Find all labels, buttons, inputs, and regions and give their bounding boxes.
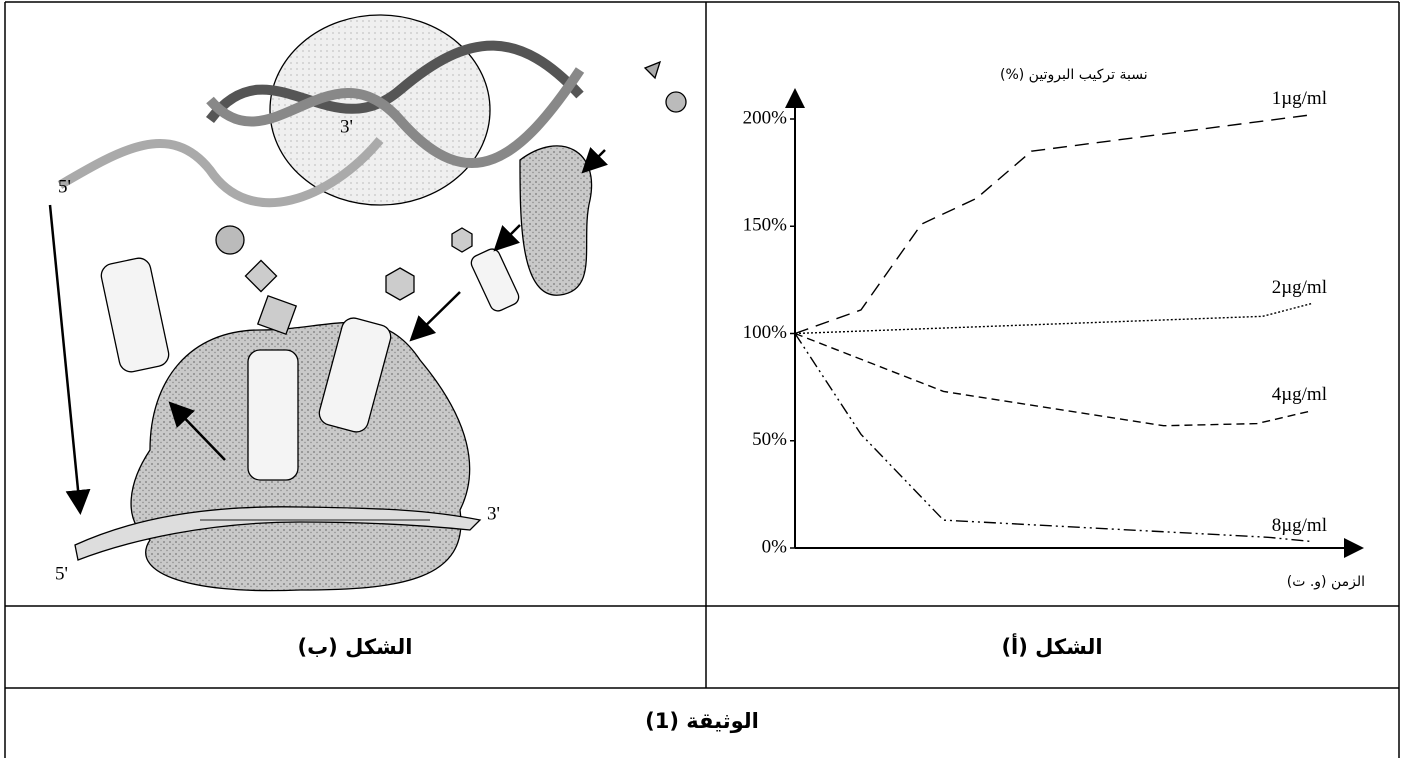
caption-b: الشكل (ب) bbox=[297, 635, 412, 659]
series-label: 1µg/ml bbox=[1272, 88, 1327, 109]
strand-label: 5' bbox=[58, 176, 71, 197]
table-frame bbox=[4, 1, 1400, 758]
data-line bbox=[794, 333, 1313, 543]
y-tick-label: 50% bbox=[752, 429, 787, 450]
strand-label: 3' bbox=[487, 503, 500, 524]
series-label: 2µg/ml bbox=[1272, 277, 1327, 298]
caption-a: الشكل (أ) bbox=[1001, 632, 1102, 659]
strand-label: 3' bbox=[340, 116, 353, 137]
y-tick-label: 200% bbox=[743, 107, 788, 128]
data-line bbox=[794, 114, 1313, 335]
strand-label: 5' bbox=[55, 563, 68, 584]
y-tick-label: 100% bbox=[743, 322, 788, 343]
chart: نسبة تركيب البروتين (%) الزمن (و. ت) 0% 5… bbox=[743, 67, 1365, 590]
y-tick-label: 0% bbox=[762, 536, 788, 557]
translation-illustration bbox=[48, 14, 687, 592]
y-tick-label: 150% bbox=[743, 215, 788, 236]
series-label: 4µg/ml bbox=[1272, 384, 1327, 405]
y-axis-label: نسبة تركيب البروتين (%) bbox=[1000, 67, 1148, 83]
document-title: الوثيقة (1) bbox=[645, 709, 759, 733]
series-label: 8µg/ml bbox=[1272, 515, 1327, 536]
x-axis-label: الزمن (و. ت) bbox=[1287, 574, 1365, 590]
data-line bbox=[794, 332, 1313, 427]
data-line bbox=[794, 302, 1313, 335]
